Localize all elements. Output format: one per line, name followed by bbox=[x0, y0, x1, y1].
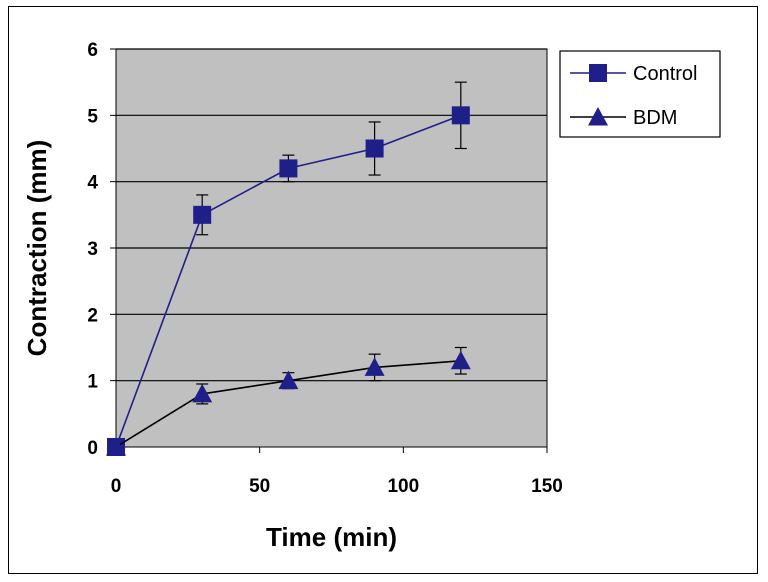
legend-marker bbox=[588, 107, 608, 126]
y-tick-label: 6 bbox=[87, 40, 98, 61]
legend-box bbox=[559, 50, 721, 138]
x-tick-label: 100 bbox=[387, 476, 419, 497]
series-group bbox=[106, 81, 471, 456]
y-tick-label: 2 bbox=[87, 305, 98, 326]
x-tick-label: 50 bbox=[249, 476, 270, 497]
gridlines bbox=[110, 48, 548, 453]
y-axis-title: Contraction (mm) bbox=[22, 140, 52, 357]
legend-items: Control BDM bbox=[570, 63, 697, 129]
data-point bbox=[278, 370, 299, 390]
x-tick-label: 0 bbox=[111, 476, 122, 497]
data-point bbox=[450, 350, 471, 370]
data-point bbox=[365, 139, 384, 158]
data-point bbox=[106, 437, 126, 456]
data-point bbox=[193, 205, 212, 224]
y-tick-label: 4 bbox=[87, 173, 98, 194]
legend: Control BDM bbox=[559, 50, 721, 138]
y-tick-label: 1 bbox=[87, 372, 98, 393]
legend-item-bdm: BDM bbox=[570, 107, 677, 129]
data-point bbox=[192, 383, 213, 403]
x-axis-title: Time (min) bbox=[266, 522, 397, 552]
series-bdm bbox=[106, 346, 471, 456]
data-point bbox=[364, 357, 385, 376]
y-tick-labels: 0 1 2 3 4 5 6 bbox=[87, 40, 98, 459]
legend-label: BDM bbox=[633, 107, 677, 129]
y-tick-label: 0 bbox=[87, 438, 98, 459]
data-point bbox=[279, 159, 298, 178]
legend-marker bbox=[589, 64, 607, 82]
data-point bbox=[451, 106, 470, 125]
x-tick-label: 150 bbox=[531, 476, 563, 497]
y-tick-label: 3 bbox=[87, 239, 98, 260]
legend-item-control: Control bbox=[570, 63, 697, 85]
legend-label: Control bbox=[633, 63, 697, 85]
x-tick-labels: 0 50 100 150 bbox=[111, 476, 563, 497]
y-tick-label: 5 bbox=[87, 106, 98, 127]
